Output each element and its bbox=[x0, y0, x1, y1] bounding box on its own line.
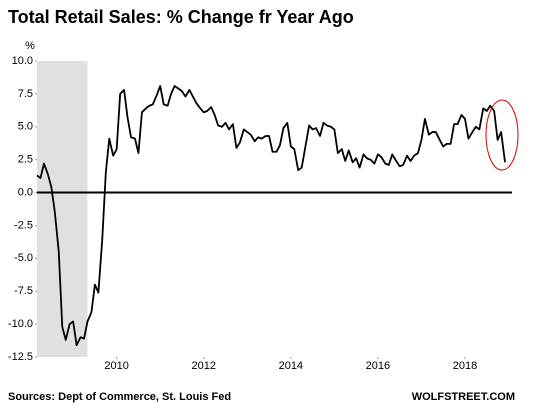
plot: -12.5 -10.0 -7.5 -5.0 -2.5 0.0 2.5 5.0 7.5 10.0 20… bbox=[8, 55, 512, 372]
y-unit-label: % bbox=[25, 40, 35, 52]
y-tick-label: -7.5 bbox=[14, 285, 33, 297]
y-tick-label: 7.5 bbox=[18, 88, 33, 100]
y-tick-label: -2.5 bbox=[14, 219, 33, 231]
chart-title: Total Retail Sales: % Change fr Year Ago bbox=[8, 7, 354, 27]
highlight-circle bbox=[485, 99, 519, 171]
x-tick-label: 2016 bbox=[366, 360, 390, 372]
y-tick-label: 2.5 bbox=[18, 154, 33, 166]
x-tick-label: 2012 bbox=[192, 360, 216, 372]
y-tick-label: 5.0 bbox=[18, 121, 33, 133]
y-tick-label: -5.0 bbox=[14, 252, 33, 264]
data-line bbox=[36, 85, 506, 347]
y-tick-label: 10.0 bbox=[12, 55, 33, 67]
x-tick-label: 2014 bbox=[279, 360, 303, 372]
x-tick-label: 2018 bbox=[453, 360, 477, 372]
x-tick-label: 2010 bbox=[104, 360, 128, 372]
credit: WOLFSTREET.COM bbox=[412, 391, 515, 403]
source: Sources: Dept of Commerce, St. Louis Fed bbox=[8, 391, 231, 403]
y-tick-label: -10.0 bbox=[8, 318, 33, 330]
y-tick-label: -12.5 bbox=[8, 351, 33, 363]
y-tick-label: 0.0 bbox=[18, 186, 33, 198]
